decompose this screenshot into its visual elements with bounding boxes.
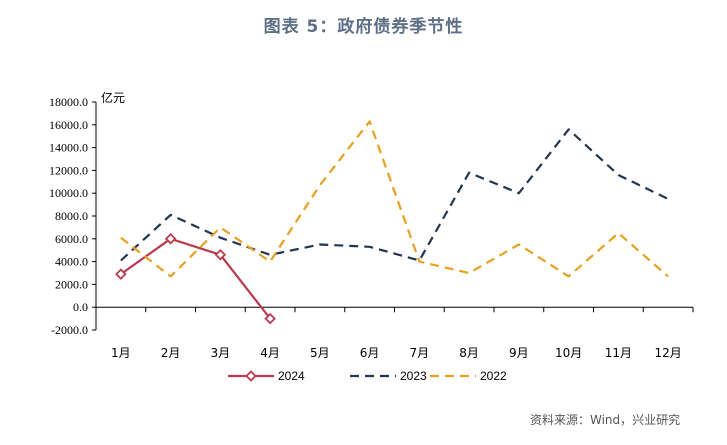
chart-title: 图表 5：政府债券季节性 — [263, 17, 464, 37]
y-tick-label: 6000.0 — [55, 232, 88, 246]
x-tick-label: 7月 — [410, 346, 430, 360]
data-point-2024 — [214, 248, 227, 261]
x-tick-label: 1月 — [111, 346, 131, 360]
y-tick-label: 4000.0 — [55, 255, 88, 269]
y-axis-unit: 亿元 — [101, 90, 125, 105]
series-layer — [115, 120, 669, 325]
y-tick-label: -2000.0 — [51, 323, 88, 337]
x-tick-label: 11月 — [605, 346, 632, 360]
x-tick-label: 6月 — [360, 346, 380, 360]
y-tick-label: 8000.0 — [55, 209, 88, 223]
x-tick-label: 4月 — [260, 346, 280, 360]
x-tick-label: 12月 — [654, 346, 681, 360]
legend: 2024 2023 2022 — [228, 369, 507, 383]
legend-label-2024: 2024 — [278, 369, 305, 383]
y-tick-label: 16000.0 — [49, 118, 88, 132]
x-tick-label: 5月 — [310, 346, 330, 360]
data-point-2024 — [164, 233, 177, 245]
series-line-2022 — [120, 120, 669, 278]
data-point-2024 — [264, 312, 276, 325]
x-tick-label: 3月 — [211, 346, 231, 360]
y-tick-label: 18000.0 — [49, 95, 88, 109]
legend-label-2023: 2023 — [400, 369, 427, 383]
x-tick-label: 9月 — [509, 346, 529, 360]
x-tick-label: 2月 — [161, 346, 181, 360]
y-tick-label: 10000.0 — [49, 186, 88, 200]
data-point-2024 — [115, 268, 127, 280]
legend-marker-2024 — [245, 370, 257, 382]
x-tick-label: 8月 — [459, 346, 479, 360]
series-line-2023 — [120, 128, 669, 262]
source-note: 资料来源：Wind，兴业研究 — [530, 413, 681, 427]
axes: -2000.0 0.0 2000.0 4000.0 6000.0 8000.0 10000.… — [49, 90, 694, 360]
y-tick-label: 0.0 — [73, 300, 88, 314]
legend-label-2022: 2022 — [480, 369, 507, 383]
x-tick-label: 10月 — [555, 346, 582, 360]
y-tick-label: 14000.0 — [49, 141, 88, 155]
y-tick-label: 2000.0 — [55, 277, 88, 291]
y-tick-label: 12000.0 — [49, 163, 88, 177]
